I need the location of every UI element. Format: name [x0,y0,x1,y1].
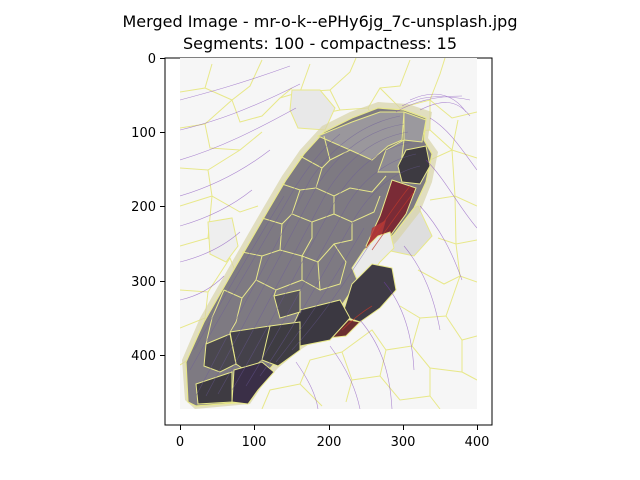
dark-segment-8 [273,289,301,319]
y-tick-marks [160,58,165,356]
y-tick-label: 100 [131,126,156,141]
upper-segment-3 [403,111,427,143]
segmented-image [180,58,477,409]
contour-lines-background [180,65,477,409]
contour-lines-subject [189,115,421,397]
y-tick-label: 300 [131,275,156,290]
gray-background-segment-2 [207,217,239,263]
x-tick-label: 100 [242,435,267,450]
x-tick-label: 400 [465,435,490,450]
upper-segment [316,111,405,161]
y-tick-label: 400 [131,349,156,364]
x-tick-marks [180,425,478,430]
dark-segment-5 [203,333,237,373]
y-tick-label: 200 [131,200,156,215]
x-tick-label: 0 [176,435,184,450]
x-tick-label: 300 [391,435,416,450]
figure-subtitle: Segments: 100 - compactness: 15 [183,34,457,53]
subject-segment-boundaries [205,135,387,345]
figure-title: Merged Image - mr-o-k--ePHy6jg_7c-unspla… [122,12,518,31]
dark-segment-7 [195,371,233,405]
y-tick-label: 0 [148,52,156,67]
finger-tip-segment [397,145,431,185]
x-tick-label: 200 [317,435,342,450]
red-contour-lines [341,185,415,331]
